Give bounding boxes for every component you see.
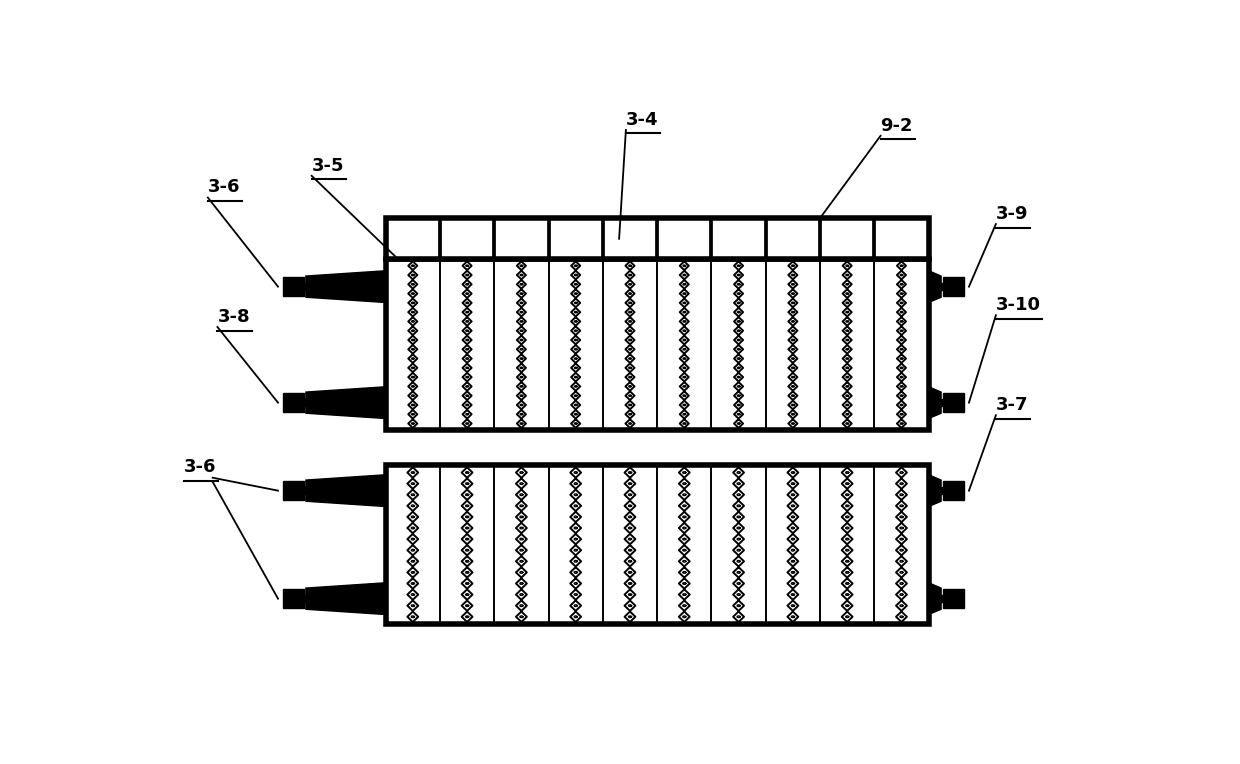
Text: 9-2: 9-2	[880, 117, 913, 134]
Polygon shape	[306, 259, 386, 342]
Bar	[942, 393, 965, 412]
Bar	[283, 589, 304, 608]
Text: 3-7: 3-7	[996, 396, 1028, 414]
Bar	[283, 481, 304, 500]
Text: 3-5: 3-5	[311, 157, 345, 175]
Bar	[942, 277, 965, 296]
Polygon shape	[929, 465, 941, 542]
Text: 3-6: 3-6	[184, 458, 216, 476]
Text: 3-6: 3-6	[208, 178, 241, 196]
Text: 3-9: 3-9	[996, 205, 1028, 223]
Polygon shape	[306, 548, 386, 624]
Polygon shape	[306, 465, 386, 542]
Bar	[942, 589, 965, 608]
Bar	[386, 219, 929, 259]
Polygon shape	[929, 548, 941, 624]
Text: 3-8: 3-8	[217, 308, 250, 325]
Polygon shape	[929, 259, 941, 342]
Text: 3-10: 3-10	[996, 296, 1040, 314]
Polygon shape	[306, 348, 386, 430]
Text: 3-4: 3-4	[626, 111, 658, 129]
Bar	[283, 393, 304, 412]
Bar	[283, 277, 304, 296]
Polygon shape	[929, 348, 941, 430]
Bar	[942, 481, 965, 500]
Bar	[386, 465, 929, 624]
Bar	[386, 259, 929, 430]
